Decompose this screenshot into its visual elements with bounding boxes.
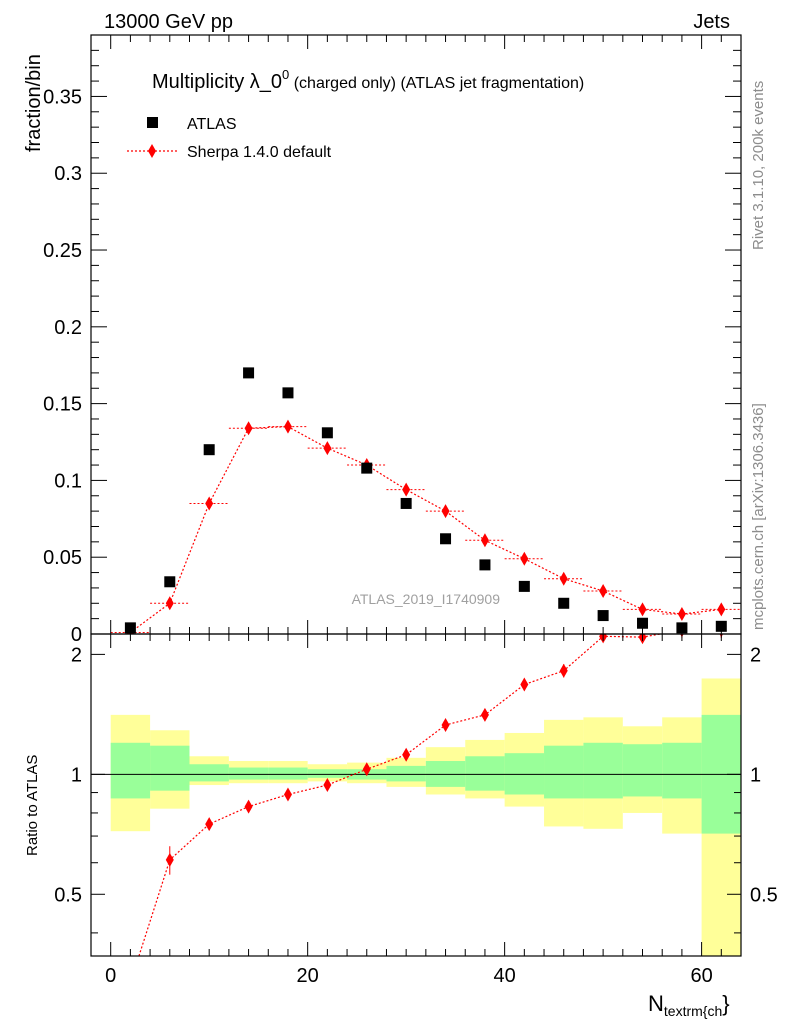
ratio-point [520, 677, 529, 692]
energy-label: 13000 GeV pp [104, 11, 233, 33]
ratio-point [283, 787, 292, 802]
main-y-tick-label: 0.25 [43, 240, 82, 262]
x-tick-label: 40 [494, 965, 516, 987]
sherpa-point [244, 421, 253, 436]
sherpa-point [638, 602, 647, 617]
ratio-ylabel: Ratio to ATLAS [24, 755, 41, 856]
band-inner-bin [583, 742, 623, 799]
main-y-tick-label: 0.15 [43, 394, 82, 416]
legend-sherpa-label: Sherpa 1.4.0 default [187, 144, 332, 161]
band-inner-bin [189, 764, 229, 782]
sherpa-point [283, 419, 292, 434]
axes-frames [90, 34, 742, 957]
sherpa-point [323, 441, 332, 456]
ratio-point [323, 778, 332, 793]
ratio-point [362, 762, 371, 777]
sherpa-point [717, 602, 726, 617]
main-y-tick-label: 0 [71, 624, 82, 646]
ratio-y-tick-label-right: 0.5 [750, 884, 778, 906]
ratio-point [559, 663, 568, 678]
main-panel-series [110, 367, 741, 634]
main-y-tick-label: 0.3 [54, 163, 82, 185]
sherpa-point [165, 596, 174, 611]
band-inner-bin [228, 767, 269, 780]
sherpa-point [677, 607, 686, 622]
band-inner-bin [662, 742, 702, 799]
band-inner-bin [622, 744, 663, 797]
sherpa-point [402, 482, 411, 497]
band-inner-bin [307, 769, 348, 778]
band-inner-bin [386, 765, 426, 782]
band-inner-bin [110, 742, 151, 799]
legend-atlas-marker [147, 117, 158, 128]
main-y-tick-label: 0.2 [54, 317, 82, 339]
atlas-point [400, 497, 412, 509]
process-label: Jets [693, 11, 730, 33]
ratio-y-tick-label-left: 2 [71, 644, 82, 666]
x-tick-label: 20 [297, 965, 319, 987]
ratio-point [126, 976, 134, 990]
ratio-y-tick-label-right: 2 [750, 644, 761, 666]
sherpa-point [441, 504, 450, 519]
atlas-point [321, 427, 333, 439]
ratio-y-tick-label-left: 1 [71, 764, 82, 786]
sherpa-line [130, 426, 722, 633]
atlas-point [440, 533, 452, 545]
main-ylabel: fraction/bin [23, 54, 45, 152]
rivet-version-label: Rivet 3.1.10, 200k events [750, 81, 767, 250]
ratio-point [165, 852, 174, 867]
mcplots-label: mcplots.cern.ch [arXiv:1306.3436] [750, 403, 767, 630]
atlas-point [637, 617, 649, 629]
band-inner-bin [150, 745, 190, 791]
sherpa-point [520, 551, 529, 566]
ratio-y-tick-label-right: 1 [750, 764, 761, 786]
legend-atlas-label: ATLAS [187, 116, 237, 133]
x-tick-label: 60 [690, 965, 712, 987]
atlas-point [203, 444, 215, 456]
ratio-uncertainty-bands [110, 678, 741, 956]
sherpa-point [480, 533, 489, 548]
legend-sherpa-marker [148, 144, 156, 158]
xlabel: Ntextrm{ch} [648, 991, 730, 1019]
atlas-point [518, 580, 530, 592]
atlas-point [715, 620, 727, 632]
main-y-tick-label: 0.35 [43, 86, 82, 108]
atlas-point [479, 559, 491, 571]
atlas-point [597, 610, 609, 622]
sherpa-point [205, 496, 214, 511]
ratio-point [244, 799, 253, 814]
band-inner-bin [544, 745, 584, 799]
sherpa-point [559, 571, 568, 586]
ratio-point [441, 717, 450, 732]
ratio-frame [90, 633, 742, 957]
analysis-watermark: ATLAS_2019_I1740909 [352, 591, 501, 607]
axis-ticks: 0 20 40 60 0 0.05 0.1 0.15 0.2 0.25 0.3 0.35 0.5 0.5 1… [43, 34, 778, 987]
atlas-point [243, 367, 255, 379]
main-y-tick-label: 0.1 [54, 470, 82, 492]
atlas-point [164, 576, 176, 588]
band-inner-bin [465, 756, 505, 791]
plot-title: Multiplicity λ_00 (charged only) (ATLAS … [152, 67, 584, 93]
ratio-point [205, 817, 214, 832]
band-inner-bin [268, 767, 308, 780]
atlas-point [282, 387, 294, 399]
main-y-tick-label: 0.05 [43, 547, 82, 569]
ratio-point [480, 707, 489, 722]
atlas-point [361, 462, 373, 474]
sherpa-point [599, 583, 608, 598]
atlas-point [558, 597, 570, 609]
x-tick-label: 0 [105, 965, 116, 987]
ratio-y-tick-label-left: 0.5 [54, 884, 82, 906]
ratio-point [402, 747, 411, 762]
